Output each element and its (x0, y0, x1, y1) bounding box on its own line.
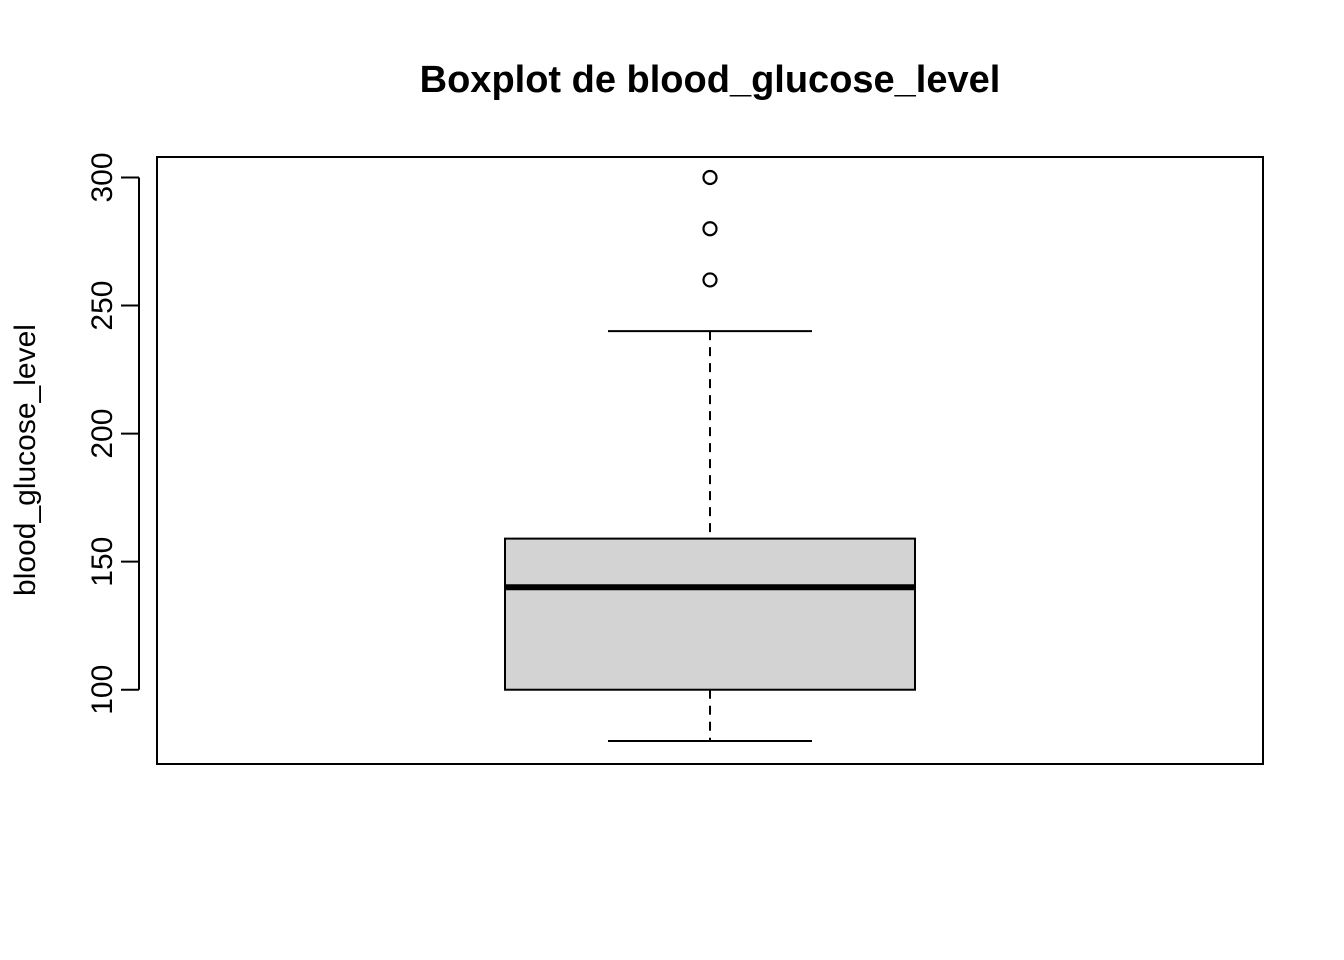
y-tick-label: 100 (86, 665, 119, 715)
outlier-point (702, 221, 718, 237)
y-axis-ticks: 100 150 200 250 300 (86, 152, 139, 715)
box-group (504, 330, 916, 742)
y-axis-label: blood_glucose_level (9, 324, 42, 596)
y-tick-label: 150 (86, 537, 119, 587)
chart-title: Boxplot de blood_glucose_level (420, 59, 1001, 101)
outlier-points (702, 169, 718, 288)
y-tick-label: 300 (86, 152, 119, 202)
interquartile-box (504, 537, 916, 691)
plot-frame (156, 156, 1264, 765)
outlier-point (702, 169, 718, 186)
y-tick-label: 200 (86, 409, 119, 459)
outlier-point (702, 272, 718, 288)
y-tick-label: 250 (86, 281, 119, 331)
